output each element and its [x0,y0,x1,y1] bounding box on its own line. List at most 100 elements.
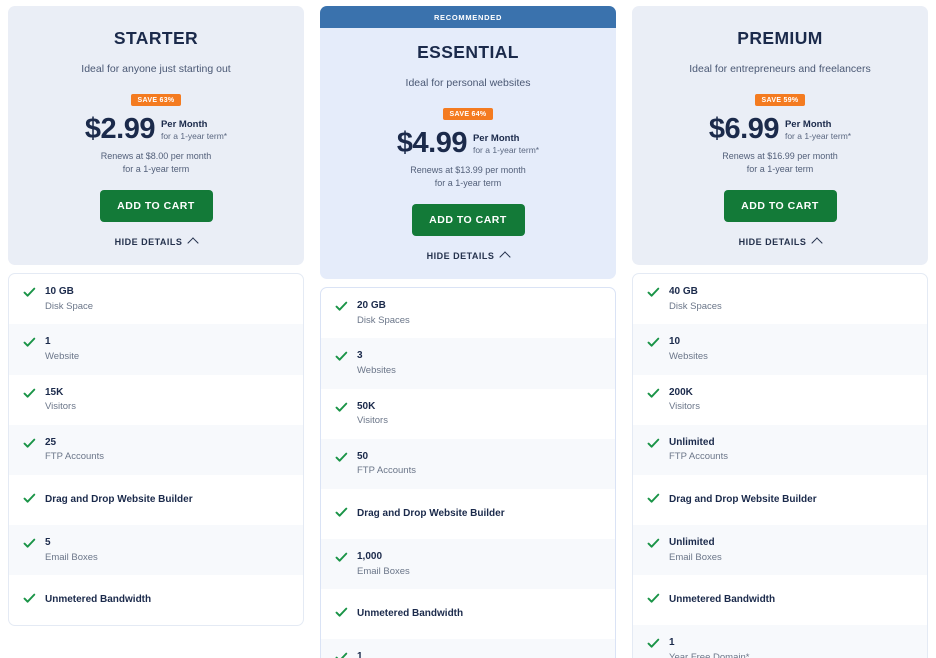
feature-value: 1 [357,651,363,658]
feature-value: 40 GB [669,286,698,298]
price-meta: Per Month for a 1-year term* [785,117,851,142]
feature-row: 1,000 Email Boxes [321,539,615,590]
feature-text: 15K Visitors [45,386,76,414]
renewal-term: for a 1-year term [122,164,190,175]
renewal-info: Renews at $16.99 per month for a 1-year t… [648,150,912,176]
check-icon [23,387,36,405]
feature-text: 20 GB Disk Spaces [357,299,410,327]
feature-text: 50 FTP Accounts [357,450,416,478]
check-icon [335,451,348,469]
renewal-price: Renews at $13.99 per month [410,165,526,175]
add-to-cart-button[interactable]: ADD TO CART [723,190,837,223]
check-icon [335,506,348,524]
check-icon [335,350,348,368]
feature-row: 50K Visitors [321,389,615,439]
check-icon [647,537,660,555]
feature-row: Unmetered Bandwidth [321,589,615,639]
save-badge: SAVE 59% [754,94,806,106]
hide-details-toggle[interactable]: HIDE DETAILS [648,236,912,249]
feature-value: 50K [357,400,376,412]
feature-value: 1 [45,336,51,348]
feature-row: Unmetered Bandwidth [9,575,303,625]
price-per-label: Per Month [472,133,520,145]
feature-value: 200K [669,386,693,398]
feature-label: Disk Space [45,300,94,312]
add-to-cart-button[interactable]: ADD TO CART [99,190,213,223]
price-term-note: for a 1-year term* [784,131,852,142]
feature-row: 20 GB Disk Spaces [321,288,615,338]
feature-text: 25 FTP Accounts [45,436,104,464]
renewal-price: Renews at $8.00 per month [100,151,212,161]
feature-label: Email Boxes [669,551,722,563]
feature-label: Visitors [357,415,388,427]
feature-row: 1 Year Free Domain* [633,625,927,658]
save-badge: SAVE 64% [442,108,494,120]
feature-text: Drag and Drop Website Builder [357,507,505,522]
chevron-up-icon [499,251,512,263]
feature-label: Email Boxes [357,565,410,577]
price-row: $2.99 Per Month for a 1-year term* [24,115,288,144]
price-row: $4.99 Per Month for a 1-year term* [336,129,600,158]
feature-label: Disk Spaces [669,300,722,312]
feature-text: 40 GB Disk Spaces [669,285,722,313]
plan-tagline: Ideal for personal websites [405,77,531,89]
feature-text: 50K Visitors [357,400,388,428]
price-meta: Per Month for a 1-year term* [161,117,227,142]
feature-row: 5 Email Boxes [9,525,303,576]
save-badge: SAVE 63% [130,94,182,106]
check-icon [647,286,660,304]
plan-name: ESSENTIAL [417,42,519,62]
feature-value: 10 GB [45,286,74,298]
feature-label: Websites [357,364,396,376]
feature-label: FTP Accounts [45,451,104,463]
feature-text: 1,000 Email Boxes [357,550,410,578]
feature-value: Unmetered Bandwidth [669,594,776,606]
renewal-price: Renews at $16.99 per month [722,151,838,161]
feature-value: 50 [357,450,369,462]
price-amount: $6.99 [708,113,780,145]
renewal-term: for a 1-year term [434,178,502,189]
feature-value: 1,000 [357,551,383,563]
plan-name: PREMIUM [737,28,823,48]
add-to-cart-button[interactable]: ADD TO CART [411,204,525,237]
hide-details-toggle[interactable]: HIDE DETAILS [24,236,288,249]
check-icon [23,286,36,304]
plan-name: STARTER [113,28,199,48]
features-list: 20 GB Disk Spaces 3 Websites 50K Visitors 50 FT… [320,287,616,658]
feature-row: 10 Websites [633,324,927,375]
check-icon [23,537,36,555]
feature-row: 40 GB Disk Spaces [633,274,927,324]
feature-text: 10 Websites [669,335,708,363]
features-list: 40 GB Disk Spaces 10 Websites 200K Visitors Un… [632,273,928,658]
feature-value: Unmetered Bandwidth [45,594,152,606]
hide-details-toggle[interactable]: HIDE DETAILS [336,250,600,263]
price-meta: Per Month for a 1-year term* [473,131,539,156]
check-icon [647,437,660,455]
plan-card-starter: STARTER Ideal for anyone just starting ou… [8,6,304,627]
feature-text: Drag and Drop Website Builder [669,493,817,508]
feature-value: 15K [45,386,64,398]
check-icon [335,401,348,419]
feature-value: 3 [357,350,363,362]
feature-label: Visitors [669,401,700,413]
chevron-up-icon [811,237,824,249]
hide-details-label: HIDE DETAILS [426,250,495,261]
check-icon [23,492,36,510]
feature-text: Unmetered Bandwidth [357,607,463,622]
feature-label: Websites [669,350,708,362]
feature-value: Unlimited [669,436,715,448]
feature-row: 3 Websites [321,338,615,389]
feature-row: Unlimited FTP Accounts [633,424,927,476]
check-icon [647,336,660,354]
check-icon [335,606,348,624]
plan-tagline: Ideal for entrepreneurs and freelancers [689,63,871,75]
feature-value: Unlimited [669,537,715,549]
price-term-note: for a 1-year term* [472,145,540,156]
feature-text: 1 Website [45,335,79,363]
check-icon [23,592,36,610]
check-icon [335,551,348,569]
feature-value: 20 GB [357,300,386,312]
feature-text: 200K Visitors [669,386,700,414]
plan-header: STARTER Ideal for anyone just starting ou… [8,6,304,266]
renewal-term: for a 1-year term [746,164,814,175]
